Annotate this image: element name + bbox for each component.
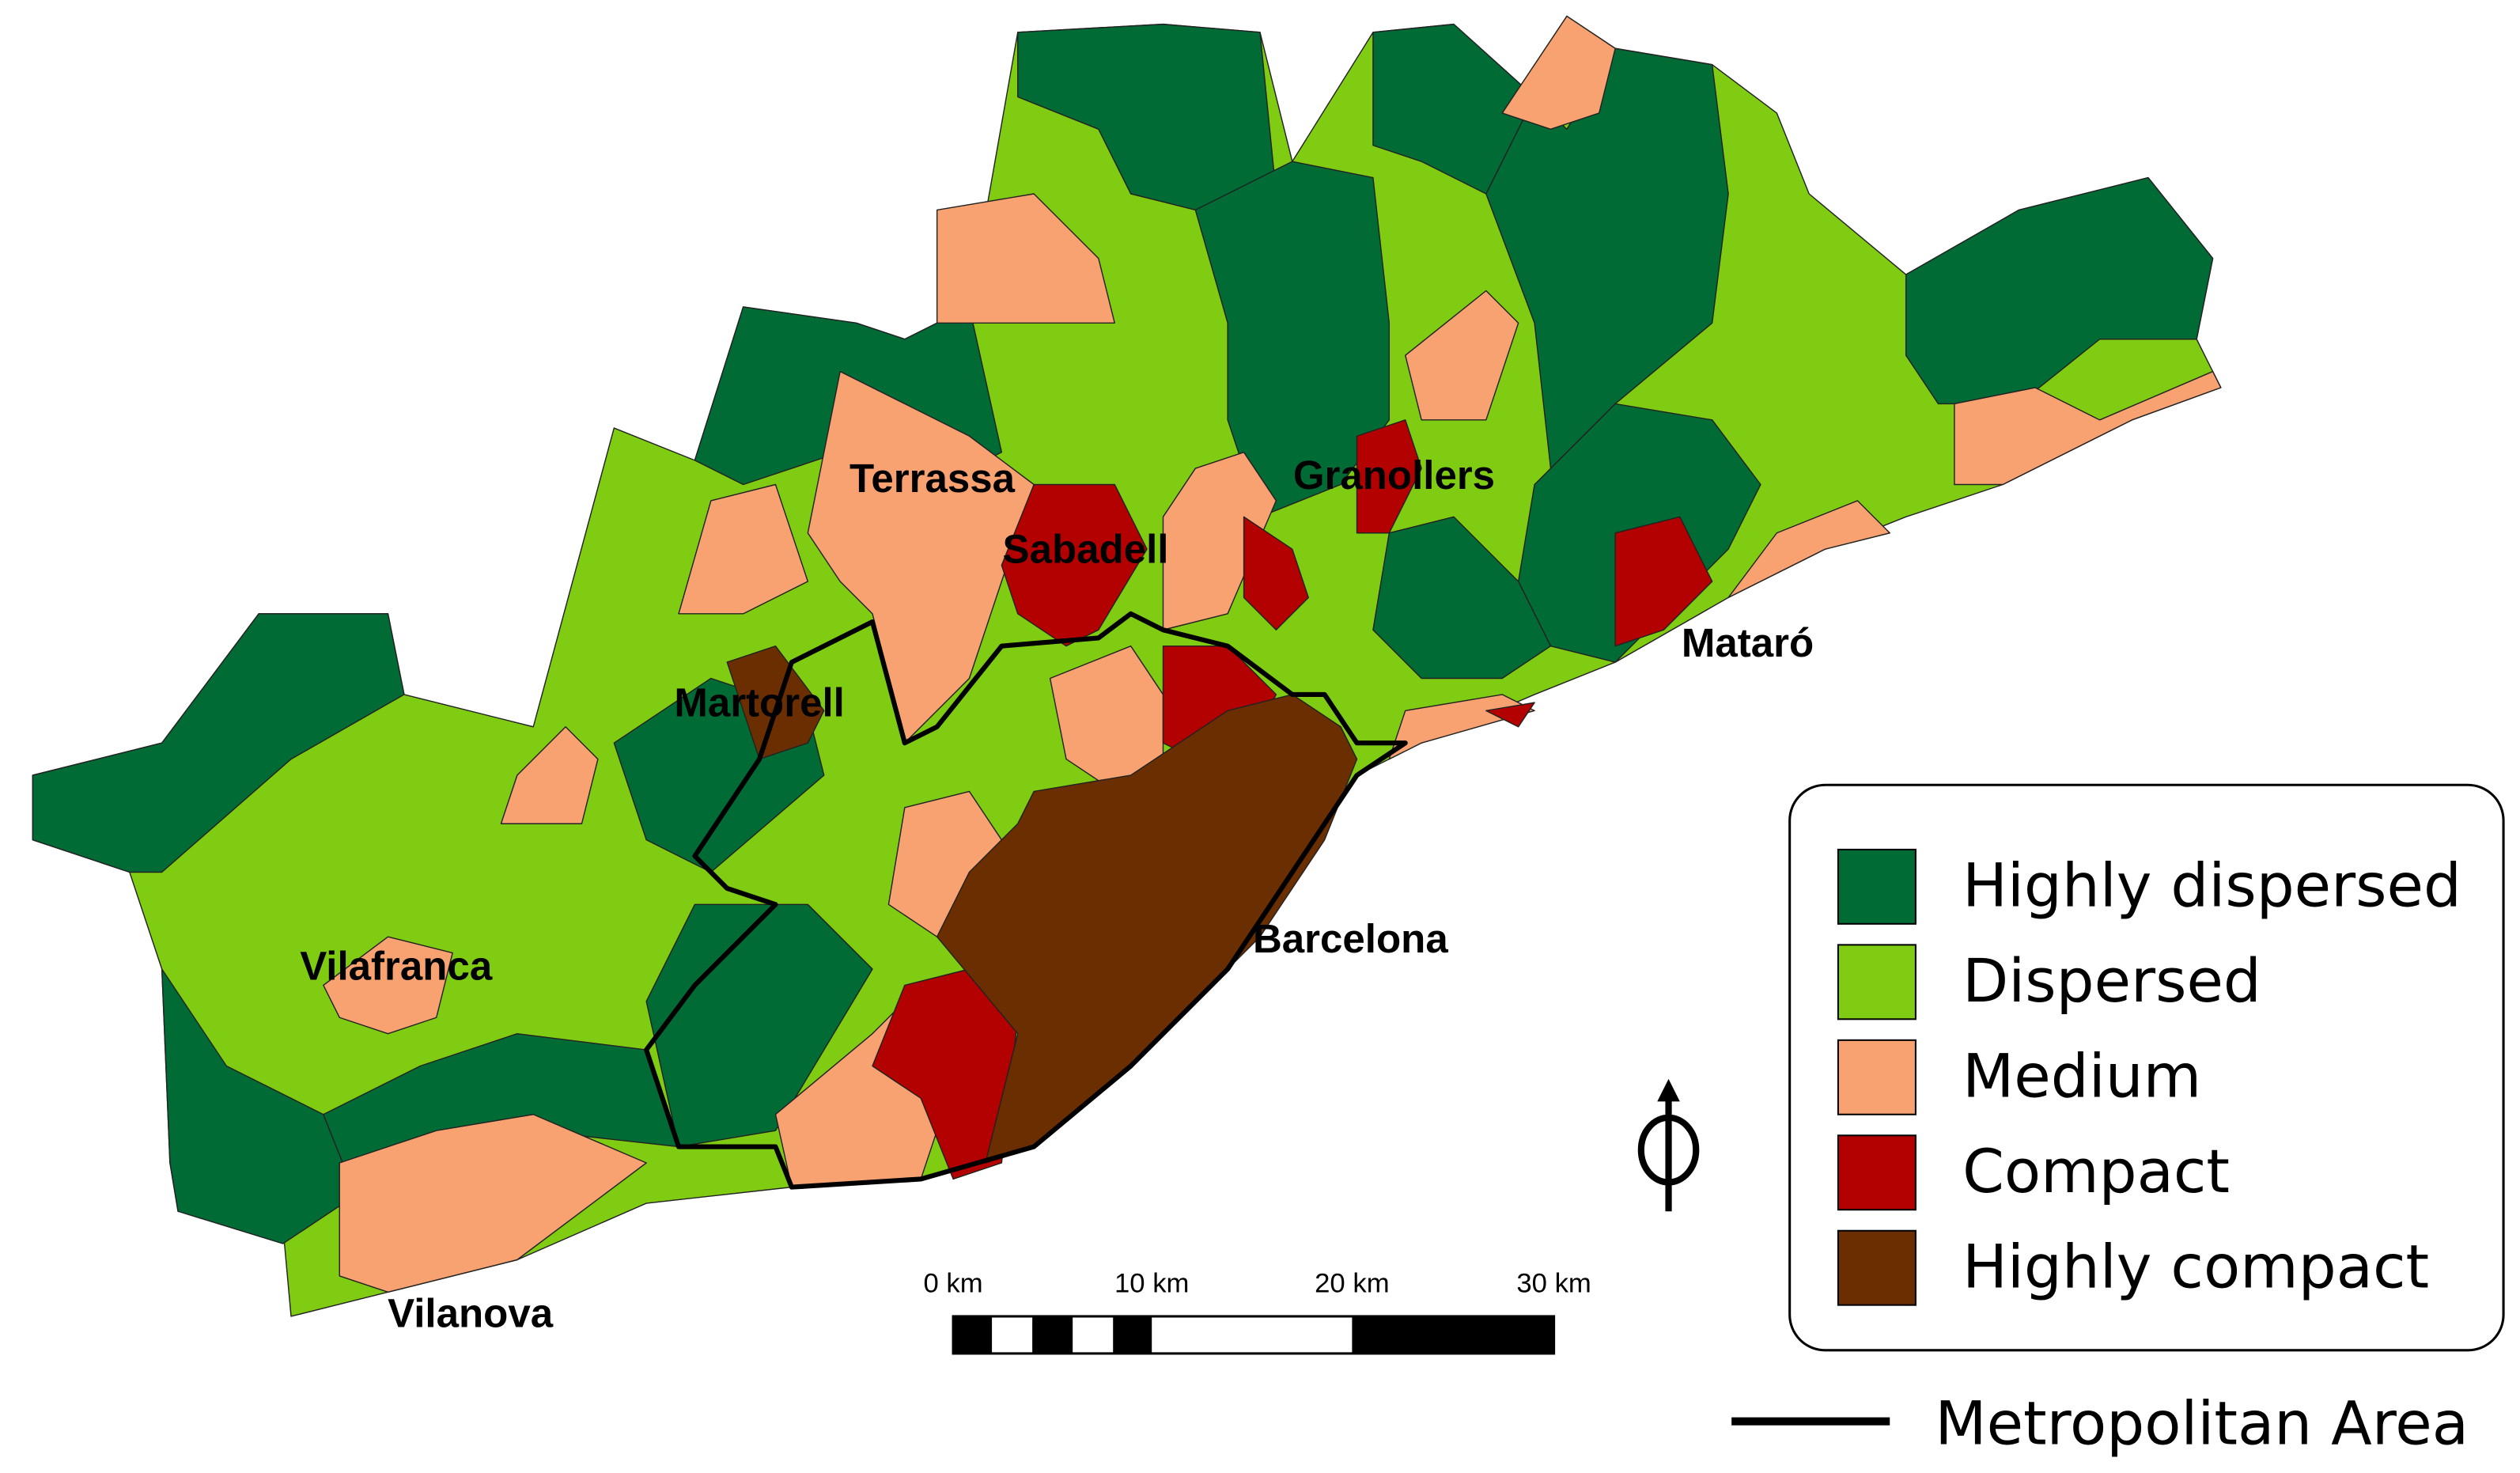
legend-swatch	[1837, 944, 1916, 1020]
region	[1356, 419, 1422, 534]
legend: Highly dispersed Dispersed Medium Compac…	[1731, 783, 2505, 1458]
city-label: Sabadell	[1003, 527, 1169, 572]
legend-swatch	[1837, 1039, 1916, 1115]
legend-label: Dispersed	[1962, 946, 2261, 1016]
legend-swatch	[1837, 848, 1916, 925]
legend-box	[1788, 783, 2505, 1352]
city-label: Vilafranca	[300, 943, 493, 988]
metropolitan-boundary	[644, 611, 1408, 1190]
region	[807, 370, 1035, 744]
scale-bar: 0 km 10 km 20 km 30 km	[923, 1268, 1591, 1355]
region	[726, 645, 825, 760]
region	[32, 613, 405, 873]
north-arrow	[1637, 1078, 1700, 1212]
region	[323, 936, 453, 1035]
region	[161, 968, 357, 1244]
legend-label: Highly dispersed	[1962, 850, 2461, 920]
region	[936, 193, 1115, 324]
scale-label: 0 km	[923, 1268, 982, 1298]
region	[1905, 176, 2214, 405]
region	[1162, 451, 1277, 630]
legend-label: Medium	[1962, 1041, 2201, 1111]
region	[1501, 15, 1616, 131]
boundary-legend-label: Metropolitan Area	[1935, 1388, 2469, 1458]
legend-label: Highly compact	[1962, 1232, 2429, 1301]
region	[339, 1114, 647, 1293]
region	[1243, 516, 1309, 630]
legend-swatch	[1837, 1134, 1916, 1211]
region	[1614, 516, 1713, 647]
scale-label: 30 km	[1516, 1268, 1591, 1298]
region	[1372, 516, 1552, 680]
region	[500, 726, 599, 824]
region	[1727, 500, 1890, 599]
region	[1405, 290, 1519, 421]
city-label: Granollers	[1293, 453, 1495, 498]
region	[1954, 370, 2222, 486]
legend-label: Compact	[1962, 1137, 2230, 1206]
city-label: Martorell	[674, 680, 845, 725]
city-label: Mataró	[1682, 620, 1814, 665]
region	[1485, 702, 1535, 728]
city-labels: Terrassa Sabadell Granollers Mataró Mart…	[300, 453, 1814, 1336]
legend-swatch	[1837, 1229, 1916, 1306]
city-label: Terrassa	[849, 456, 1016, 501]
city-label: Vilanova	[388, 1290, 554, 1335]
scale-label: 20 km	[1315, 1268, 1389, 1298]
region	[678, 483, 809, 615]
city-label: Barcelona	[1253, 916, 1448, 961]
scale-label: 10 km	[1114, 1268, 1189, 1298]
regions	[32, 15, 2222, 1317]
